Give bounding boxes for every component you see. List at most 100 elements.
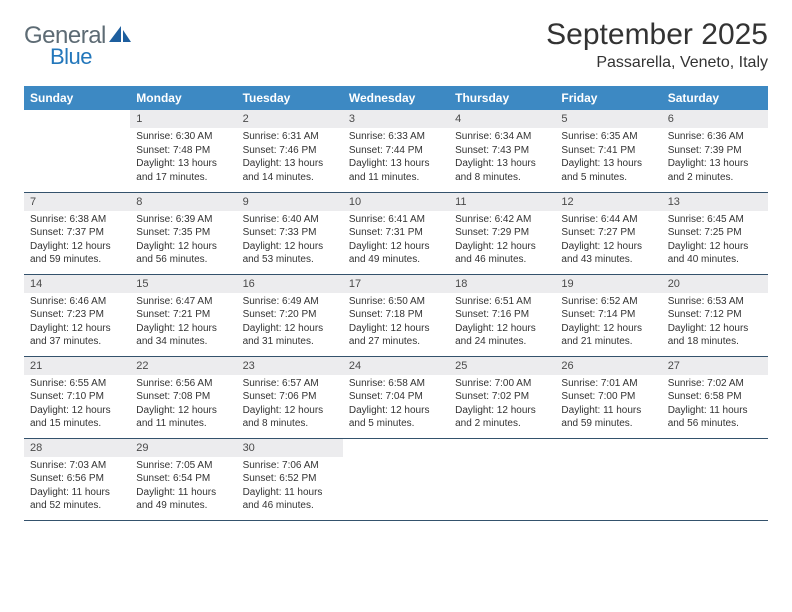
calendar-body: 1Sunrise: 6:30 AMSunset: 7:48 PMDaylight… <box>24 110 768 520</box>
day-number: 3 <box>343 110 449 128</box>
day-cell: 30Sunrise: 7:06 AMSunset: 6:52 PMDayligh… <box>237 438 343 520</box>
sunrise-text: Sunrise: 6:34 AM <box>455 130 549 144</box>
daylight-text: Daylight: 12 hours and 49 minutes. <box>349 240 443 267</box>
sunrise-text: Sunrise: 7:01 AM <box>561 377 655 391</box>
day-details: Sunrise: 6:44 AMSunset: 7:27 PMDaylight:… <box>555 211 661 271</box>
day-number: 28 <box>24 439 130 457</box>
day-details: Sunrise: 6:30 AMSunset: 7:48 PMDaylight:… <box>130 128 236 188</box>
day-details: Sunrise: 6:51 AMSunset: 7:16 PMDaylight:… <box>449 293 555 353</box>
daylight-text: Daylight: 12 hours and 8 minutes. <box>243 404 337 431</box>
day-number: 30 <box>237 439 343 457</box>
empty-day <box>24 110 130 128</box>
day-details: Sunrise: 6:31 AMSunset: 7:46 PMDaylight:… <box>237 128 343 188</box>
sunset-text: Sunset: 7:41 PM <box>561 144 655 158</box>
day-number: 27 <box>662 357 768 375</box>
day-cell: 3Sunrise: 6:33 AMSunset: 7:44 PMDaylight… <box>343 110 449 192</box>
day-number: 5 <box>555 110 661 128</box>
sunrise-text: Sunrise: 6:49 AM <box>243 295 337 309</box>
daylight-text: Daylight: 11 hours and 59 minutes. <box>561 404 655 431</box>
sunset-text: Sunset: 6:54 PM <box>136 472 230 486</box>
sunset-text: Sunset: 7:48 PM <box>136 144 230 158</box>
sunrise-text: Sunrise: 6:52 AM <box>561 295 655 309</box>
sunrise-text: Sunrise: 6:36 AM <box>668 130 762 144</box>
day-number: 23 <box>237 357 343 375</box>
sunset-text: Sunset: 7:39 PM <box>668 144 762 158</box>
sunset-text: Sunset: 7:25 PM <box>668 226 762 240</box>
day-cell: 22Sunrise: 6:56 AMSunset: 7:08 PMDayligh… <box>130 356 236 438</box>
daylight-text: Daylight: 12 hours and 21 minutes. <box>561 322 655 349</box>
dow-thursday: Thursday <box>449 86 555 110</box>
sunrise-text: Sunrise: 6:40 AM <box>243 213 337 227</box>
sunset-text: Sunset: 7:20 PM <box>243 308 337 322</box>
day-number: 2 <box>237 110 343 128</box>
sunrise-text: Sunrise: 7:03 AM <box>30 459 124 473</box>
day-details: Sunrise: 6:50 AMSunset: 7:18 PMDaylight:… <box>343 293 449 353</box>
empty-day <box>449 439 555 457</box>
day-number: 16 <box>237 275 343 293</box>
day-cell <box>24 110 130 192</box>
calendar-table: Sunday Monday Tuesday Wednesday Thursday… <box>24 86 768 521</box>
sunrise-text: Sunrise: 6:41 AM <box>349 213 443 227</box>
daylight-text: Daylight: 11 hours and 56 minutes. <box>668 404 762 431</box>
day-cell: 9Sunrise: 6:40 AMSunset: 7:33 PMDaylight… <box>237 192 343 274</box>
day-cell: 27Sunrise: 7:02 AMSunset: 6:58 PMDayligh… <box>662 356 768 438</box>
sunset-text: Sunset: 7:35 PM <box>136 226 230 240</box>
daylight-text: Daylight: 12 hours and 46 minutes. <box>455 240 549 267</box>
sunrise-text: Sunrise: 6:30 AM <box>136 130 230 144</box>
day-number: 17 <box>343 275 449 293</box>
sunset-text: Sunset: 7:14 PM <box>561 308 655 322</box>
day-details: Sunrise: 7:02 AMSunset: 6:58 PMDaylight:… <box>662 375 768 435</box>
day-details: Sunrise: 6:45 AMSunset: 7:25 PMDaylight:… <box>662 211 768 271</box>
day-details: Sunrise: 6:53 AMSunset: 7:12 PMDaylight:… <box>662 293 768 353</box>
day-cell: 18Sunrise: 6:51 AMSunset: 7:16 PMDayligh… <box>449 274 555 356</box>
day-cell: 13Sunrise: 6:45 AMSunset: 7:25 PMDayligh… <box>662 192 768 274</box>
day-details: Sunrise: 6:39 AMSunset: 7:35 PMDaylight:… <box>130 211 236 271</box>
day-number: 24 <box>343 357 449 375</box>
daylight-text: Daylight: 12 hours and 15 minutes. <box>30 404 124 431</box>
dow-friday: Friday <box>555 86 661 110</box>
day-number: 22 <box>130 357 236 375</box>
sunset-text: Sunset: 7:12 PM <box>668 308 762 322</box>
day-cell: 15Sunrise: 6:47 AMSunset: 7:21 PMDayligh… <box>130 274 236 356</box>
day-number: 26 <box>555 357 661 375</box>
daylight-text: Daylight: 13 hours and 17 minutes. <box>136 157 230 184</box>
daylight-text: Daylight: 12 hours and 37 minutes. <box>30 322 124 349</box>
day-cell: 21Sunrise: 6:55 AMSunset: 7:10 PMDayligh… <box>24 356 130 438</box>
daylight-text: Daylight: 12 hours and 18 minutes. <box>668 322 762 349</box>
dow-tuesday: Tuesday <box>237 86 343 110</box>
day-number: 11 <box>449 193 555 211</box>
day-cell: 26Sunrise: 7:01 AMSunset: 7:00 PMDayligh… <box>555 356 661 438</box>
sunrise-text: Sunrise: 6:53 AM <box>668 295 762 309</box>
day-cell: 16Sunrise: 6:49 AMSunset: 7:20 PMDayligh… <box>237 274 343 356</box>
sunrise-text: Sunrise: 6:35 AM <box>561 130 655 144</box>
day-cell: 6Sunrise: 6:36 AMSunset: 7:39 PMDaylight… <box>662 110 768 192</box>
empty-day <box>555 439 661 457</box>
daylight-text: Daylight: 13 hours and 2 minutes. <box>668 157 762 184</box>
sunrise-text: Sunrise: 6:45 AM <box>668 213 762 227</box>
dow-saturday: Saturday <box>662 86 768 110</box>
sunset-text: Sunset: 7:04 PM <box>349 390 443 404</box>
day-cell <box>449 438 555 520</box>
day-details: Sunrise: 6:52 AMSunset: 7:14 PMDaylight:… <box>555 293 661 353</box>
sunrise-text: Sunrise: 6:47 AM <box>136 295 230 309</box>
daylight-text: Daylight: 12 hours and 34 minutes. <box>136 322 230 349</box>
day-cell: 17Sunrise: 6:50 AMSunset: 7:18 PMDayligh… <box>343 274 449 356</box>
daylight-text: Daylight: 12 hours and 11 minutes. <box>136 404 230 431</box>
week-row: 7Sunrise: 6:38 AMSunset: 7:37 PMDaylight… <box>24 192 768 274</box>
sunrise-text: Sunrise: 6:56 AM <box>136 377 230 391</box>
sunset-text: Sunset: 7:02 PM <box>455 390 549 404</box>
sunset-text: Sunset: 7:27 PM <box>561 226 655 240</box>
day-details: Sunrise: 6:38 AMSunset: 7:37 PMDaylight:… <box>24 211 130 271</box>
daylight-text: Daylight: 12 hours and 43 minutes. <box>561 240 655 267</box>
daylight-text: Daylight: 12 hours and 27 minutes. <box>349 322 443 349</box>
day-cell: 14Sunrise: 6:46 AMSunset: 7:23 PMDayligh… <box>24 274 130 356</box>
daylight-text: Daylight: 12 hours and 24 minutes. <box>455 322 549 349</box>
sunset-text: Sunset: 7:31 PM <box>349 226 443 240</box>
day-cell: 25Sunrise: 7:00 AMSunset: 7:02 PMDayligh… <box>449 356 555 438</box>
day-number: 29 <box>130 439 236 457</box>
daylight-text: Daylight: 12 hours and 56 minutes. <box>136 240 230 267</box>
day-number: 9 <box>237 193 343 211</box>
sunset-text: Sunset: 6:58 PM <box>668 390 762 404</box>
day-number: 1 <box>130 110 236 128</box>
daylight-text: Daylight: 11 hours and 46 minutes. <box>243 486 337 513</box>
